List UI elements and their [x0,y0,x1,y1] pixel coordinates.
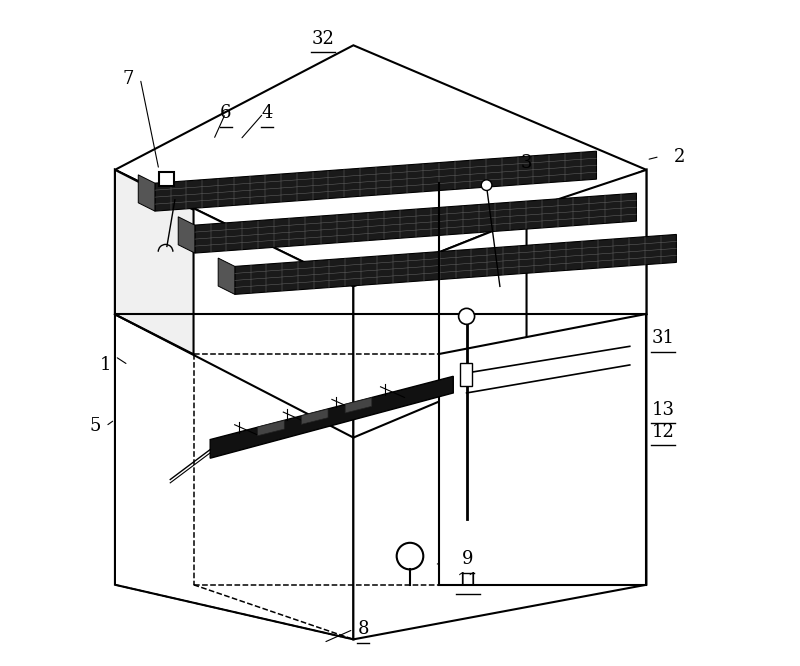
Polygon shape [138,174,155,211]
Text: 32: 32 [312,29,335,48]
Text: 3: 3 [521,154,532,172]
Polygon shape [218,258,235,294]
Text: 12: 12 [652,422,674,441]
Polygon shape [526,170,646,354]
Polygon shape [195,193,637,253]
Polygon shape [258,420,284,436]
Polygon shape [235,234,676,294]
Text: 8: 8 [358,620,369,639]
Polygon shape [302,409,328,424]
Circle shape [482,180,492,190]
Polygon shape [345,398,372,413]
Text: 13: 13 [651,400,674,419]
Text: 6: 6 [220,104,231,123]
Text: 31: 31 [651,329,674,348]
Polygon shape [155,151,597,211]
Text: 9: 9 [462,550,474,569]
Polygon shape [210,376,454,458]
Text: 4: 4 [261,104,273,123]
Text: 2: 2 [674,147,686,166]
Polygon shape [115,170,194,354]
Text: 11: 11 [457,571,479,590]
Text: 5: 5 [90,417,101,436]
Text: 7: 7 [122,69,134,88]
Text: 1: 1 [100,356,111,374]
Polygon shape [354,170,646,639]
Polygon shape [438,314,646,585]
Circle shape [458,308,474,324]
Polygon shape [115,170,354,639]
Bar [159,172,174,186]
Circle shape [397,543,423,569]
Polygon shape [178,217,195,253]
Bar [460,363,472,386]
Polygon shape [115,45,646,286]
